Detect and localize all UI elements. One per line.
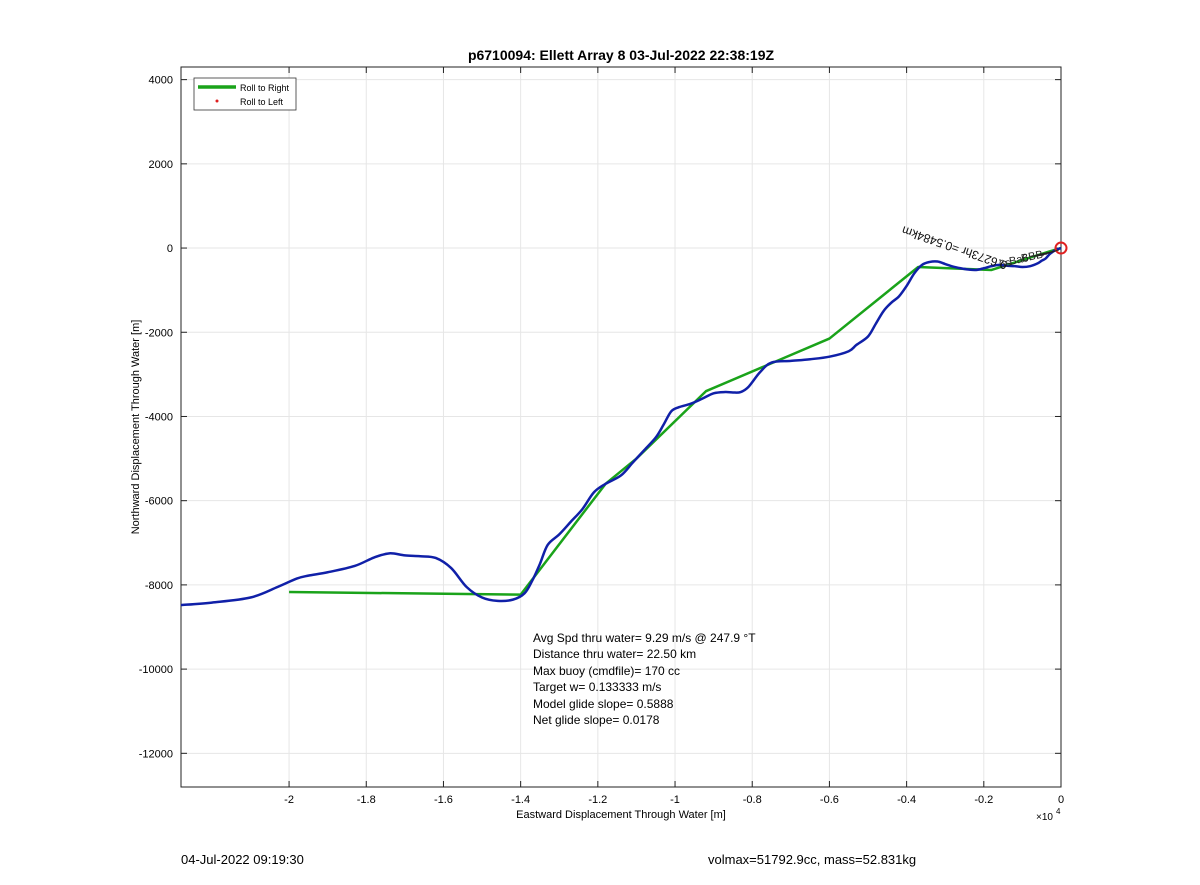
info-block: Avg Spd thru water= 9.29 m/s @ 247.9 °T … xyxy=(533,631,756,727)
y-tick-label: 4000 xyxy=(149,75,173,87)
start-marker-label-clutter: Ba6 BBB 6s xyxy=(998,249,1044,271)
series-trajectory xyxy=(180,246,1062,607)
y-axis-label: Northward Displacement Through Water [m] xyxy=(130,320,142,535)
clutter-label-3: 6s xyxy=(998,257,1012,271)
y-tick-label: -4000 xyxy=(145,411,173,423)
x-axis-label: Eastward Displacement Through Water [m] xyxy=(516,809,726,821)
x-tick-label: -1.4 xyxy=(511,794,530,806)
start-clutter-stroke xyxy=(1030,254,1045,257)
x-tick-label: -2 xyxy=(284,794,294,806)
legend-box xyxy=(193,77,297,111)
grid-lines xyxy=(181,67,1062,787)
legend-swatch-roll-left xyxy=(215,99,219,103)
info-distance: Distance thru water= 22.50 km xyxy=(533,647,696,661)
trajectory-chart: -2 -1.8 -1.6 -1.4 -1.2 -1 -0.8 -0.6 -0.4 -0.2 0 400… xyxy=(130,47,1068,823)
x-multiplier-base: ×10 xyxy=(1036,812,1053,823)
y-tick-label: 0 xyxy=(167,243,173,255)
x-tick-label: -1.2 xyxy=(588,794,607,806)
x-tick-label: -0.4 xyxy=(897,794,916,806)
y-tick-label: -6000 xyxy=(145,496,173,508)
x-multiplier-exponent: 4 xyxy=(1056,807,1061,816)
info-model-glide-slope: Model glide slope= 0.5888 xyxy=(533,697,674,711)
footer-timestamp: 04-Jul-2022 09:19:30 xyxy=(181,852,304,867)
x-tick-label: -1.8 xyxy=(357,794,376,806)
footer-volmax-mass: volmax=51792.9cc, mass=52.831kg xyxy=(708,852,917,867)
x-tick-label: -1 xyxy=(670,794,680,806)
legend: Roll to Right Roll to Left xyxy=(193,77,297,111)
start-marker xyxy=(1054,241,1068,255)
x-tick-label: 0 xyxy=(1058,794,1064,806)
axes-box xyxy=(180,66,1062,788)
data-series xyxy=(180,241,1068,607)
legend-label-roll-right: Roll to Right xyxy=(240,83,290,93)
x-multiplier: ×10 4 xyxy=(1036,807,1061,823)
y-tick-label: -12000 xyxy=(139,748,173,760)
x-tick-label: -0.2 xyxy=(974,794,993,806)
info-max-buoy: Max buoy (cmdfile)= 170 cc xyxy=(533,664,680,678)
y-tick-label: -8000 xyxy=(145,580,173,592)
axis-ticks: -2 -1.8 -1.6 -1.4 -1.2 -1 -0.8 -0.6 -0.4 -0.2 0 400… xyxy=(139,67,1064,806)
x-tick-label: -1.6 xyxy=(434,794,453,806)
x-tick-label: -0.8 xyxy=(743,794,762,806)
y-tick-label: 2000 xyxy=(149,159,173,171)
info-avg-speed: Avg Spd thru water= 9.29 m/s @ 247.9 °T xyxy=(533,631,756,645)
clutter-label-1: Ba6 xyxy=(1008,252,1030,268)
clutter-label-2: BBB xyxy=(1020,249,1044,265)
y-tick-label: -2000 xyxy=(145,327,173,339)
legend-label-roll-left: Roll to Left xyxy=(240,97,284,107)
info-target-w: Target w= 0.133333 m/s xyxy=(533,680,661,694)
info-net-glide-slope: Net glide slope= 0.0178 xyxy=(533,713,660,727)
y-tick-label: -10000 xyxy=(139,664,173,676)
chart-title: p6710094: Ellett Array 8 03-Jul-2022 22:… xyxy=(468,47,775,63)
x-tick-label: -0.6 xyxy=(820,794,839,806)
